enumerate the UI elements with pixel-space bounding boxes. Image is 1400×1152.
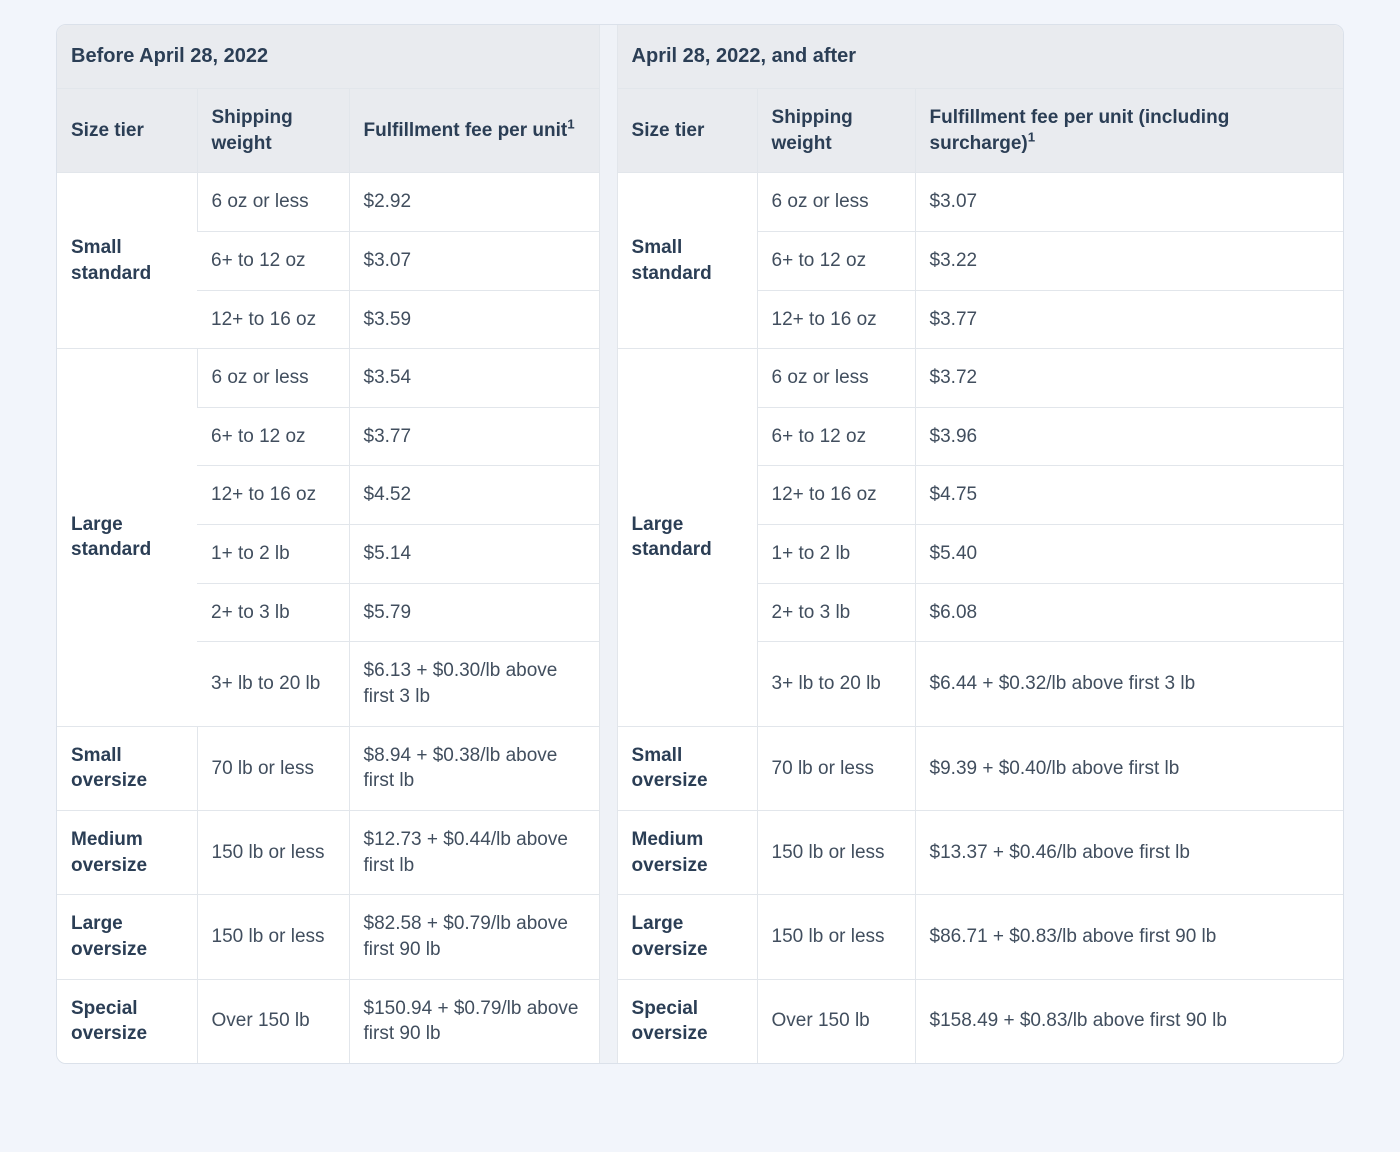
column-gap bbox=[599, 173, 617, 349]
weight-before: 3+ lb to 20 lb bbox=[197, 642, 349, 726]
fee-after: $13.37 + $0.46/lb above first lb bbox=[915, 810, 1343, 894]
weight-after: 2+ to 3 lb bbox=[757, 583, 915, 642]
fee-after: $3.96 bbox=[915, 407, 1343, 466]
fee-before: $6.13 + $0.30/lb above first 3 lb bbox=[349, 642, 599, 726]
weight-before: Over 150 lb bbox=[197, 979, 349, 1063]
table-row: Medium oversize150 lb or less$12.73 + $0… bbox=[57, 810, 1343, 894]
col-before-fee: Fulfillment fee per unit1 bbox=[349, 89, 599, 173]
tier-name-before: Large standard bbox=[57, 349, 197, 726]
fee-comparison-card: Before April 28, 2022 April 28, 2022, an… bbox=[56, 24, 1344, 1064]
col-after-fee: Fulfillment fee per unit (including surc… bbox=[915, 89, 1343, 173]
tier-name-before: Small standard bbox=[57, 173, 197, 349]
weight-before: 6+ to 12 oz bbox=[197, 407, 349, 466]
tier-name-before: Special oversize bbox=[57, 979, 197, 1063]
col-after-tier: Size tier bbox=[617, 89, 757, 173]
period-after-title: April 28, 2022, and after bbox=[617, 25, 1343, 89]
weight-before: 6+ to 12 oz bbox=[197, 231, 349, 290]
column-gap bbox=[599, 89, 617, 173]
weight-before: 150 lb or less bbox=[197, 810, 349, 894]
tier-name-after: Large oversize bbox=[617, 895, 757, 979]
table-row: Small standard6 oz or less$2.92Small sta… bbox=[57, 173, 1343, 232]
period-title-row: Before April 28, 2022 April 28, 2022, an… bbox=[57, 25, 1343, 89]
fee-before: $3.54 bbox=[349, 349, 599, 408]
col-before-fee-label: Fulfillment fee per unit bbox=[364, 120, 568, 141]
weight-after: 12+ to 16 oz bbox=[757, 290, 915, 349]
footnote-marker: 1 bbox=[1028, 129, 1035, 144]
tier-name-after: Medium oversize bbox=[617, 810, 757, 894]
fee-before: $5.79 bbox=[349, 583, 599, 642]
tier-name-after: Small standard bbox=[617, 173, 757, 349]
column-gap bbox=[599, 810, 617, 894]
weight-after: 6+ to 12 oz bbox=[757, 407, 915, 466]
fee-after: $6.08 bbox=[915, 583, 1343, 642]
weight-after: 6 oz or less bbox=[757, 173, 915, 232]
fee-comparison-table: Before April 28, 2022 April 28, 2022, an… bbox=[57, 25, 1343, 1063]
tier-name-after: Large standard bbox=[617, 349, 757, 726]
tier-name-before: Large oversize bbox=[57, 895, 197, 979]
col-before-weight: Shipping weight bbox=[197, 89, 349, 173]
column-gap bbox=[599, 25, 617, 89]
table-row: Small oversize70 lb or less$8.94 + $0.38… bbox=[57, 726, 1343, 810]
fee-before: $4.52 bbox=[349, 466, 599, 525]
page: Before April 28, 2022 April 28, 2022, an… bbox=[0, 0, 1400, 1108]
weight-before: 6 oz or less bbox=[197, 173, 349, 232]
weight-before: 1+ to 2 lb bbox=[197, 525, 349, 584]
fee-before: $150.94 + $0.79/lb above first 90 lb bbox=[349, 979, 599, 1063]
fee-before: $3.07 bbox=[349, 231, 599, 290]
fee-before: $3.77 bbox=[349, 407, 599, 466]
column-header-row: Size tier Shipping weight Fulfillment fe… bbox=[57, 89, 1343, 173]
fee-after: $3.22 bbox=[915, 231, 1343, 290]
weight-after: 150 lb or less bbox=[757, 895, 915, 979]
col-before-tier: Size tier bbox=[57, 89, 197, 173]
column-gap bbox=[599, 726, 617, 810]
weight-after: 12+ to 16 oz bbox=[757, 466, 915, 525]
fee-before: $82.58 + $0.79/lb above first 90 lb bbox=[349, 895, 599, 979]
footnote-marker: 1 bbox=[567, 116, 574, 131]
weight-after: 3+ lb to 20 lb bbox=[757, 642, 915, 726]
fee-after: $3.77 bbox=[915, 290, 1343, 349]
fee-after: $4.75 bbox=[915, 466, 1343, 525]
column-gap bbox=[599, 979, 617, 1063]
weight-after: Over 150 lb bbox=[757, 979, 915, 1063]
weight-before: 2+ to 3 lb bbox=[197, 583, 349, 642]
tier-name-after: Small oversize bbox=[617, 726, 757, 810]
table-body: Small standard6 oz or less$2.92Small sta… bbox=[57, 173, 1343, 1063]
column-gap bbox=[599, 349, 617, 726]
fee-after: $86.71 + $0.83/lb above first 90 lb bbox=[915, 895, 1343, 979]
fee-before: $2.92 bbox=[349, 173, 599, 232]
table-row: Special oversizeOver 150 lb$150.94 + $0.… bbox=[57, 979, 1343, 1063]
fee-after: $3.72 bbox=[915, 349, 1343, 408]
col-after-fee-label: Fulfillment fee per unit (including surc… bbox=[930, 107, 1230, 154]
fee-before: $8.94 + $0.38/lb above first lb bbox=[349, 726, 599, 810]
weight-after: 6 oz or less bbox=[757, 349, 915, 408]
fee-before: $3.59 bbox=[349, 290, 599, 349]
weight-before: 12+ to 16 oz bbox=[197, 290, 349, 349]
table-row: Large standard6 oz or less$3.54Large sta… bbox=[57, 349, 1343, 408]
fee-after: $5.40 bbox=[915, 525, 1343, 584]
tier-name-after: Special oversize bbox=[617, 979, 757, 1063]
weight-after: 1+ to 2 lb bbox=[757, 525, 915, 584]
weight-before: 70 lb or less bbox=[197, 726, 349, 810]
fee-before: $5.14 bbox=[349, 525, 599, 584]
weight-before: 150 lb or less bbox=[197, 895, 349, 979]
table-row: Large oversize150 lb or less$82.58 + $0.… bbox=[57, 895, 1343, 979]
table-head: Before April 28, 2022 April 28, 2022, an… bbox=[57, 25, 1343, 173]
weight-after: 150 lb or less bbox=[757, 810, 915, 894]
fee-before: $12.73 + $0.44/lb above first lb bbox=[349, 810, 599, 894]
weight-after: 70 lb or less bbox=[757, 726, 915, 810]
col-after-weight: Shipping weight bbox=[757, 89, 915, 173]
fee-after: $3.07 bbox=[915, 173, 1343, 232]
column-gap bbox=[599, 895, 617, 979]
weight-before: 12+ to 16 oz bbox=[197, 466, 349, 525]
weight-before: 6 oz or less bbox=[197, 349, 349, 408]
fee-after: $158.49 + $0.83/lb above first 90 lb bbox=[915, 979, 1343, 1063]
fee-after: $9.39 + $0.40/lb above first lb bbox=[915, 726, 1343, 810]
period-before-title: Before April 28, 2022 bbox=[57, 25, 599, 89]
weight-after: 6+ to 12 oz bbox=[757, 231, 915, 290]
tier-name-before: Medium oversize bbox=[57, 810, 197, 894]
tier-name-before: Small oversize bbox=[57, 726, 197, 810]
fee-after: $6.44 + $0.32/lb above first 3 lb bbox=[915, 642, 1343, 726]
